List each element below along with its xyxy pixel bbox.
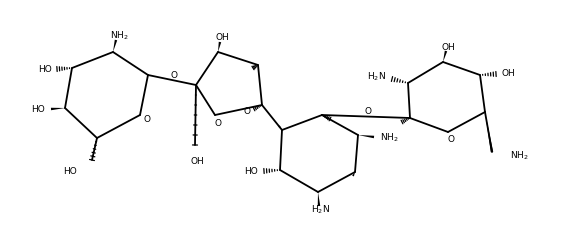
Text: O: O xyxy=(364,108,372,116)
Polygon shape xyxy=(113,40,117,52)
Text: HO: HO xyxy=(31,105,45,113)
Text: HO: HO xyxy=(38,65,52,74)
Text: HO: HO xyxy=(63,168,77,176)
Text: O: O xyxy=(447,136,454,144)
Text: O: O xyxy=(171,71,177,79)
Polygon shape xyxy=(218,42,221,52)
Text: NH$_2$: NH$_2$ xyxy=(380,132,399,144)
Polygon shape xyxy=(278,125,282,130)
Polygon shape xyxy=(51,108,65,110)
Text: HO: HO xyxy=(244,168,258,176)
Text: O: O xyxy=(144,115,150,124)
Text: O: O xyxy=(243,108,250,116)
Text: OH: OH xyxy=(190,156,204,166)
Text: OH: OH xyxy=(215,34,229,43)
Text: NH$_2$: NH$_2$ xyxy=(510,150,529,162)
Polygon shape xyxy=(443,51,447,62)
Polygon shape xyxy=(318,192,320,206)
Polygon shape xyxy=(358,135,374,138)
Text: O: O xyxy=(215,118,221,128)
Polygon shape xyxy=(485,112,493,152)
Text: NH$_2$: NH$_2$ xyxy=(110,30,128,42)
Polygon shape xyxy=(352,172,355,176)
Text: OH: OH xyxy=(441,43,455,51)
Text: OH: OH xyxy=(502,69,516,78)
Text: H$_2$N: H$_2$N xyxy=(311,204,329,216)
Text: H$_2$N: H$_2$N xyxy=(367,71,386,83)
